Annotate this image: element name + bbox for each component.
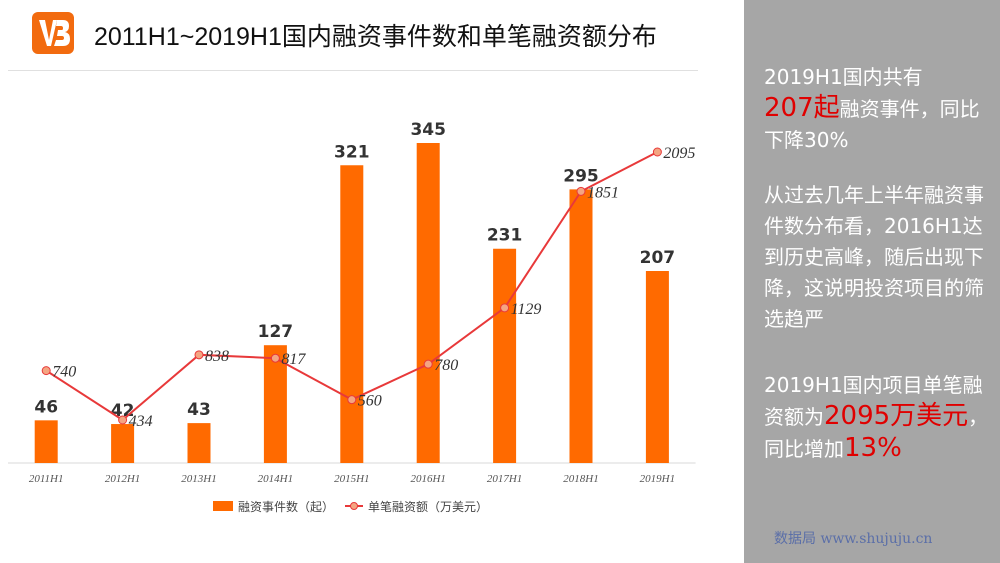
line-point: [270, 353, 280, 363]
x-tick-label: 2016H1: [410, 473, 445, 485]
bar: [569, 189, 593, 463]
x-tick-label: 2011H1: [29, 473, 64, 485]
line-point: [576, 186, 586, 196]
line-value-label: 1851: [587, 184, 619, 201]
summary-events-count: 207起: [764, 93, 840, 123]
bar: [416, 143, 440, 463]
footer-source: 数据局 www.shujuju.cn: [774, 531, 933, 547]
bar: [34, 420, 58, 463]
line-point: [194, 350, 204, 360]
line-point: [41, 366, 51, 376]
bar-value-label: 321: [334, 142, 370, 162]
line-value-label: 1129: [511, 301, 542, 318]
logo: [32, 12, 74, 54]
legend-swatch-bar: [213, 501, 233, 511]
line-point: [118, 415, 128, 425]
bar: [645, 271, 669, 463]
summary-amount-lead: 2019H1国内项目单笔融资额为: [764, 373, 983, 429]
x-tick-label: 2017H1: [487, 473, 522, 485]
bar-value-label: 207: [640, 248, 676, 268]
summary-amount-growth: 13%: [844, 433, 902, 463]
line-point: [347, 395, 357, 405]
bar-value-label: 345: [410, 120, 446, 140]
summary-trend: 从过去几年上半年融资事件数分布看，2016H1达到历史高峰，随后出现下降，这说明…: [764, 183, 984, 331]
bar: [340, 165, 364, 463]
bar-value-label: 295: [563, 166, 599, 186]
summary-panel: 2019H1国内共有 207起融资事件，同比下降30% 从过去几年上半年融资事件…: [744, 0, 1000, 563]
bar: [493, 248, 517, 463]
bar-value-label: 127: [258, 322, 294, 342]
line-value-label: 780: [434, 357, 458, 374]
legend-label-bar: 融资事件数（起）: [238, 499, 334, 514]
x-tick-label: 2015H1: [334, 473, 369, 485]
line-value-label: 740: [52, 364, 76, 381]
bar: [187, 423, 211, 463]
bar-value-label: 46: [34, 397, 58, 417]
bar-value-label: 231: [487, 226, 523, 246]
x-tick-label: 2012H1: [105, 473, 140, 485]
summary-events-lead: 2019H1国内共有: [764, 65, 923, 89]
x-tick-label: 2014H1: [258, 473, 293, 485]
line-value-label: 838: [205, 348, 229, 365]
bar: [263, 345, 287, 463]
line-value-label: 560: [358, 393, 382, 410]
line-point: [652, 147, 662, 157]
line-point: [423, 359, 433, 369]
x-tick-label: 2018H1: [563, 473, 598, 485]
legend-label-line: 单笔融资额（万美元）: [368, 499, 488, 514]
summary-amount-value: 2095万美元: [824, 401, 969, 431]
summary-events-tail: 融资事件，同比下降30%: [764, 97, 980, 152]
page-title: 2011H1~2019H1国内融资事件数和单笔融资额分布: [94, 23, 657, 51]
summary-amount-mid: ，同比增加: [764, 405, 989, 461]
logo-icon: [39, 20, 70, 46]
title-divider: [8, 70, 698, 71]
legend-swatch-marker: [350, 502, 358, 510]
bar-value-label: 43: [187, 400, 211, 420]
summary-events: 2019H1国内共有 207起融资事件，同比下降30%: [764, 62, 992, 156]
summary-amount: 2019H1国内项目单笔融资额为2095万美元，同比增加13%: [764, 370, 992, 465]
line-value-label: 434: [129, 413, 153, 430]
x-tick-label: 2013H1: [181, 473, 216, 485]
line-value-label: 817: [281, 351, 306, 368]
bar: [111, 424, 135, 463]
line-point: [500, 303, 510, 313]
x-tick-label: 2019H1: [640, 473, 675, 485]
line-value-label: 2095: [663, 145, 695, 162]
